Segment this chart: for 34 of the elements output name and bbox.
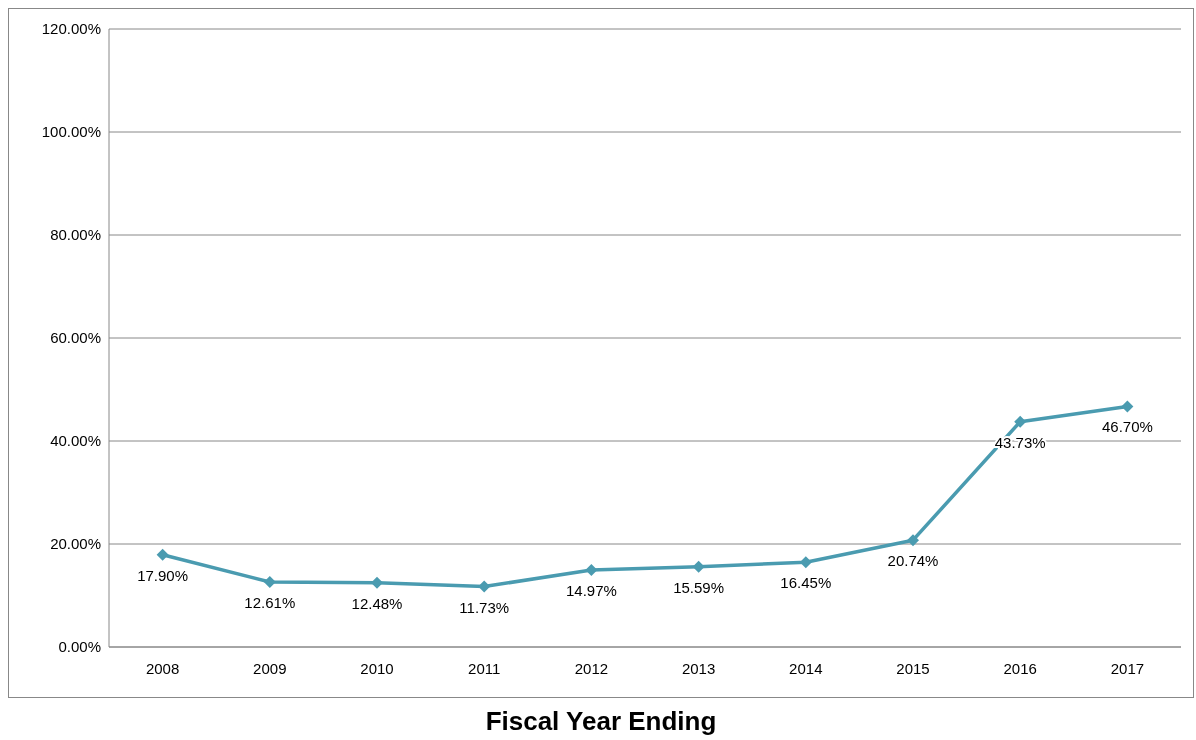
data-label: 12.61% (244, 594, 296, 612)
x-tick-label: 2013 (681, 659, 716, 677)
y-tick-label: 60.00% (50, 329, 101, 347)
x-tick-label: 2010 (360, 659, 394, 677)
x-tick-label: 2015 (896, 659, 930, 677)
point (907, 534, 919, 547)
data-label: 20.74% (887, 552, 939, 570)
data-label: 17.90% (137, 566, 189, 584)
y-tick-label: 0.00% (58, 638, 101, 656)
data-label: 16.45% (780, 574, 832, 592)
data-label: 12.48% (351, 594, 403, 612)
y-tick-label: 120.00% (41, 20, 101, 38)
data-label: 46.70% (1101, 418, 1153, 436)
point (263, 576, 276, 589)
x-tick-label: 2009 (253, 659, 287, 677)
y-tick-label: 100.00% (41, 123, 101, 141)
y-tick-label: 40.00% (50, 432, 101, 450)
x-tick-label: 2016 (1003, 659, 1037, 677)
y-tick-label: 20.00% (50, 535, 101, 553)
y-tick-label: 80.00% (50, 226, 101, 244)
point (1014, 415, 1027, 428)
data-label: 11.73% (459, 598, 510, 616)
x-axis-title: Fiscal Year Ending (484, 706, 718, 737)
x-tick-label: 2017 (1110, 659, 1145, 677)
point (478, 580, 491, 593)
point (1121, 400, 1134, 413)
data-label: 15.59% (673, 578, 725, 596)
data-label: 14.97% (565, 581, 617, 599)
x-tick-label: 2008 (145, 659, 180, 677)
point (371, 576, 383, 589)
x-tick-label: 2011 (468, 659, 501, 677)
x-tick-label: 2012 (574, 659, 609, 677)
point (156, 548, 169, 561)
x-tick-label: 2014 (789, 659, 823, 677)
